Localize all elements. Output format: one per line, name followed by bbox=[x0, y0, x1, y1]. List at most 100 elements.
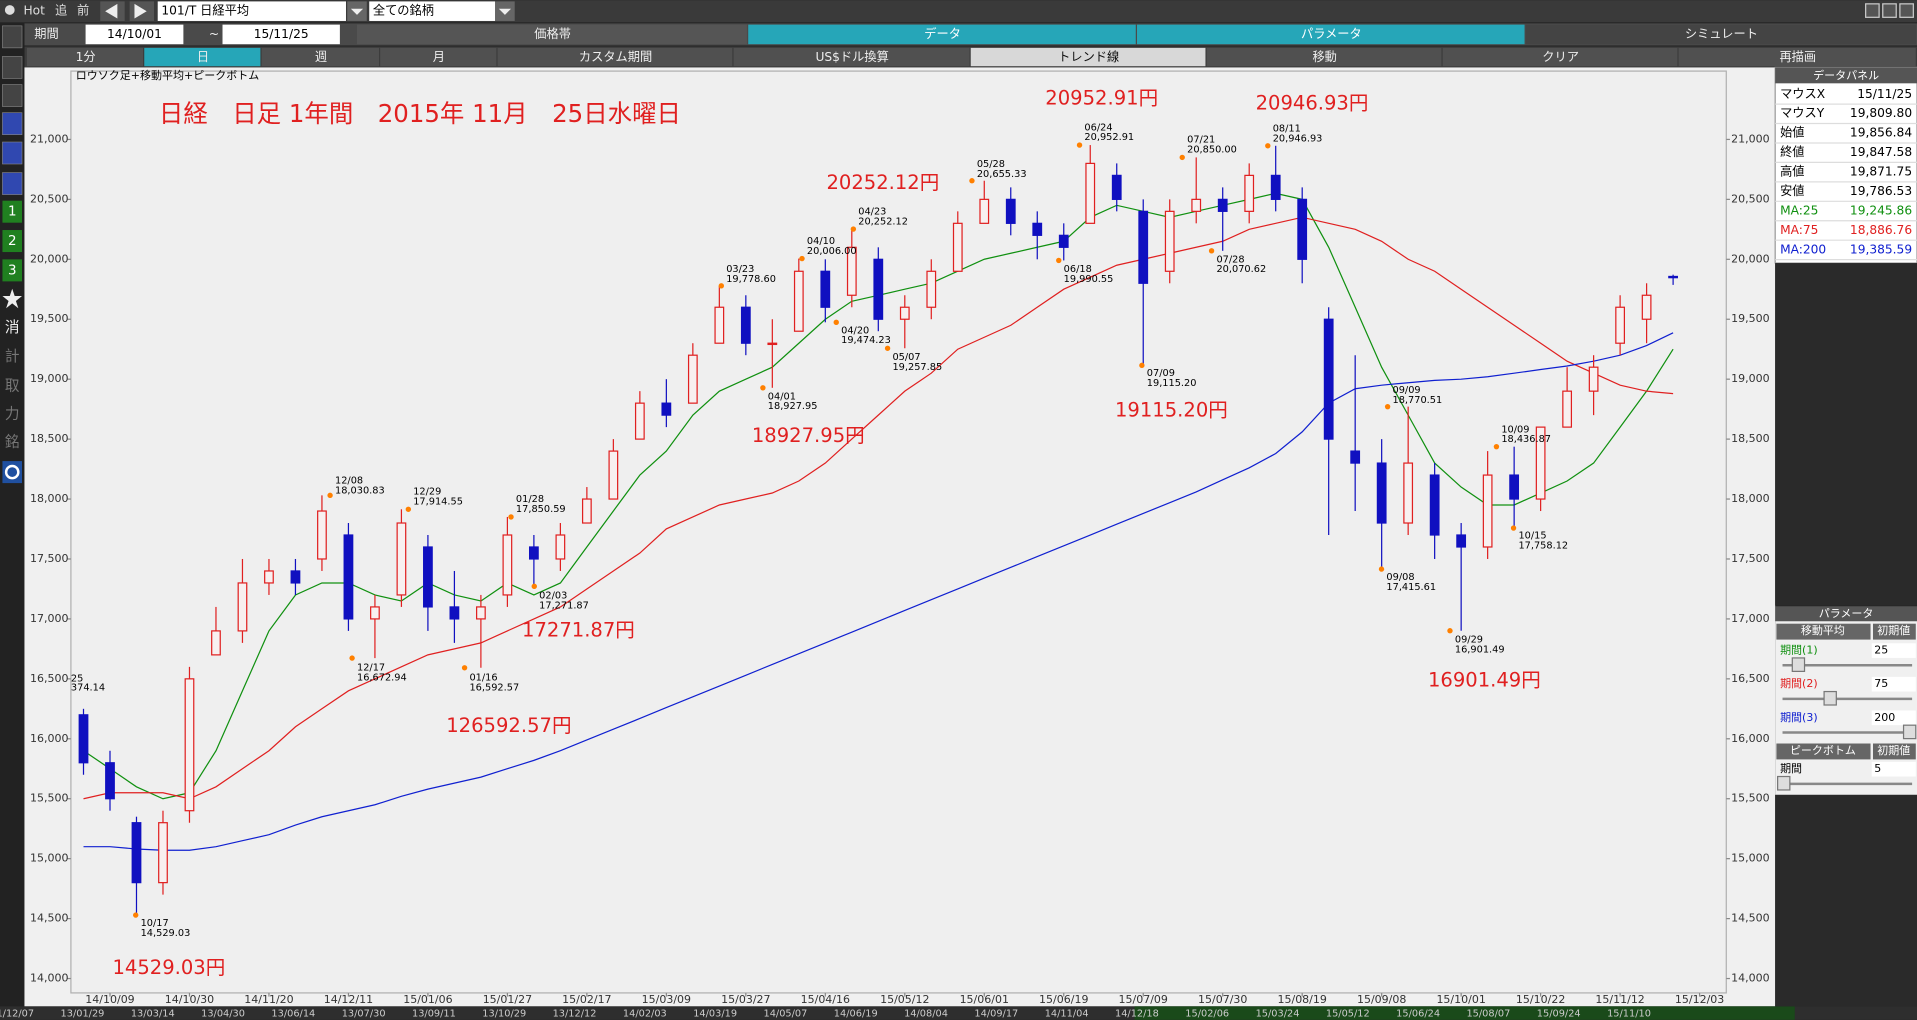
peak-value: 16,592.57 bbox=[469, 682, 519, 693]
panel-title: パラメータ bbox=[1819, 607, 1874, 620]
tool-icon[interactable] bbox=[2, 25, 23, 49]
button[interactable] bbox=[497, 47, 733, 67]
tab-label[interactable]: データ bbox=[924, 26, 961, 41]
peak-marker bbox=[1447, 628, 1453, 634]
reset-label[interactable]: 初期値 bbox=[1877, 623, 1910, 637]
tab[interactable] bbox=[1525, 24, 1916, 45]
parameter-value[interactable]: 5 bbox=[1874, 762, 1881, 775]
toolbar-button[interactable]: 追 bbox=[55, 3, 67, 18]
parameter-value[interactable]: 25 bbox=[1874, 644, 1888, 657]
universe-box[interactable] bbox=[369, 1, 496, 21]
reset-label[interactable]: 初期値 bbox=[1877, 743, 1910, 757]
button-label[interactable]: 月 bbox=[433, 50, 445, 64]
button-label[interactable]: 再描画 bbox=[1779, 50, 1816, 64]
settings-icon[interactable] bbox=[2, 461, 23, 484]
button-label[interactable]: クリア bbox=[1542, 50, 1579, 64]
button[interactable] bbox=[1206, 47, 1442, 67]
reset-button[interactable] bbox=[1872, 743, 1916, 760]
date-box[interactable] bbox=[85, 24, 184, 45]
candle-body bbox=[78, 714, 89, 764]
button-label[interactable]: 1分 bbox=[76, 50, 96, 64]
candle-body bbox=[237, 582, 248, 632]
overview-label: 13/07/30 bbox=[342, 1009, 386, 1020]
button[interactable] bbox=[144, 47, 261, 67]
button-label[interactable]: 週 bbox=[315, 50, 327, 64]
button[interactable] bbox=[970, 47, 1206, 67]
peak-value: 17,914.55 bbox=[413, 496, 463, 507]
slider-knob[interactable] bbox=[1777, 775, 1791, 791]
panel-label: MA:25 bbox=[1780, 203, 1818, 217]
peak-value: 20,946.93 bbox=[1273, 133, 1323, 144]
tool-icon[interactable] bbox=[2, 56, 23, 79]
number-button[interactable] bbox=[2, 200, 23, 223]
button-label[interactable]: US$ドル換算 bbox=[815, 49, 888, 64]
tab-label[interactable]: パラメータ bbox=[1301, 27, 1362, 41]
tab[interactable] bbox=[748, 24, 1136, 45]
period-label: 期間 bbox=[34, 27, 58, 41]
tab-label[interactable]: シミュレート bbox=[1685, 27, 1758, 41]
tool-icon[interactable] bbox=[2, 84, 23, 107]
button-label[interactable]: カスタム期間 bbox=[579, 50, 652, 64]
button[interactable] bbox=[26, 47, 144, 67]
tool-icon[interactable] bbox=[2, 172, 23, 195]
reset-button[interactable] bbox=[1872, 623, 1916, 640]
sidebar-label[interactable]: 消 bbox=[5, 319, 20, 336]
number-button[interactable] bbox=[2, 230, 23, 253]
slider-knob[interactable] bbox=[1823, 690, 1837, 706]
button[interactable] bbox=[1678, 47, 1916, 67]
peak-date: 08/11 bbox=[1273, 124, 1301, 135]
window-button[interactable] bbox=[1899, 3, 1914, 18]
value-box[interactable] bbox=[1871, 676, 1916, 692]
slider-knob[interactable] bbox=[1902, 724, 1917, 740]
sidebar-label[interactable]: 銘 bbox=[5, 434, 20, 451]
section-header bbox=[1776, 623, 1871, 640]
number-label[interactable]: 2 bbox=[8, 234, 17, 249]
value-box[interactable] bbox=[1871, 643, 1916, 658]
panel-label: MA:200 bbox=[1780, 242, 1826, 256]
y-tick-label: 14,500 bbox=[30, 912, 69, 925]
button-label[interactable]: トレンド線 bbox=[1058, 49, 1119, 64]
number-label[interactable]: 3 bbox=[8, 263, 17, 278]
window-button[interactable] bbox=[1882, 3, 1897, 18]
parameter-value[interactable]: 75 bbox=[1874, 677, 1888, 690]
y-tick-label: 18,500 bbox=[30, 432, 69, 445]
candle-body bbox=[1085, 162, 1096, 224]
candle-body bbox=[1138, 210, 1149, 284]
button-label[interactable]: 日 bbox=[197, 50, 209, 64]
button[interactable] bbox=[733, 47, 970, 67]
peak-marker bbox=[799, 255, 805, 262]
tool-icon[interactable] bbox=[2, 141, 23, 165]
button-label[interactable]: 移動 bbox=[1312, 50, 1336, 64]
symbol-box[interactable] bbox=[157, 1, 346, 21]
button[interactable] bbox=[380, 47, 497, 67]
parameter-value[interactable]: 200 bbox=[1874, 711, 1895, 724]
date-box[interactable] bbox=[222, 24, 340, 45]
panel-header bbox=[1775, 67, 1917, 84]
panel-label: マウスY bbox=[1780, 106, 1825, 120]
slider-knob[interactable] bbox=[1791, 657, 1806, 672]
tab-label[interactable]: 価格帯 bbox=[534, 26, 571, 41]
y-tick-label: 17,500 bbox=[1731, 552, 1770, 565]
tool-icon[interactable] bbox=[2, 112, 23, 135]
sidebar-label[interactable]: 力 bbox=[5, 406, 20, 423]
tab[interactable] bbox=[1136, 24, 1525, 45]
tab[interactable] bbox=[356, 24, 747, 45]
number-label[interactable]: 1 bbox=[8, 205, 17, 220]
button[interactable] bbox=[261, 47, 379, 67]
overview-range[interactable] bbox=[1134, 1006, 1795, 1020]
sidebar-label[interactable]: 計 bbox=[5, 348, 20, 365]
toolbar-button[interactable]: 前 bbox=[77, 3, 89, 18]
button[interactable] bbox=[1442, 47, 1678, 67]
star-icon[interactable] bbox=[2, 288, 23, 309]
number-button[interactable] bbox=[2, 259, 23, 282]
moving-average-line bbox=[83, 332, 1674, 851]
toolbar-button[interactable]: Hot bbox=[23, 4, 45, 18]
value-box[interactable] bbox=[1871, 710, 1916, 726]
y-tick-label: 18,000 bbox=[1731, 492, 1770, 505]
window-button[interactable] bbox=[1865, 3, 1880, 18]
candle-body bbox=[1270, 174, 1281, 200]
sidebar-label[interactable]: 取 bbox=[5, 378, 20, 395]
overview-label: 14/09/17 bbox=[974, 1009, 1018, 1020]
candle-body bbox=[1456, 534, 1467, 548]
value-box[interactable] bbox=[1871, 761, 1916, 777]
